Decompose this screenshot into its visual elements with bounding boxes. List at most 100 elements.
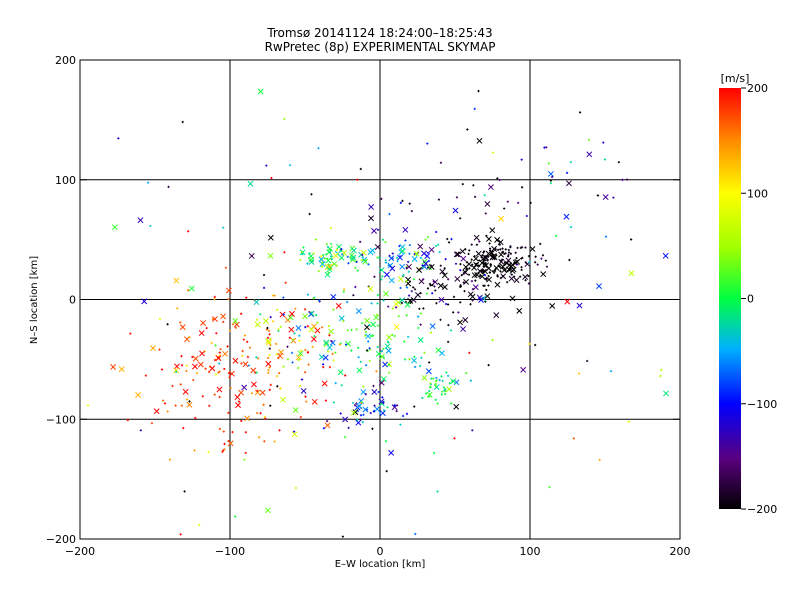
data-point xyxy=(329,242,333,245)
data-point xyxy=(213,358,217,362)
data-point-x xyxy=(514,258,521,265)
data-point xyxy=(267,369,270,372)
data-point xyxy=(510,273,513,276)
data-point-x xyxy=(378,379,385,386)
data-point-x xyxy=(324,271,331,278)
data-point xyxy=(469,379,472,382)
data-point xyxy=(482,269,485,272)
data-point xyxy=(315,314,318,317)
data-point xyxy=(325,253,328,256)
data-point xyxy=(117,137,120,140)
data-point xyxy=(185,364,188,367)
data-point xyxy=(428,390,431,393)
data-point-x xyxy=(323,339,330,346)
data-point xyxy=(357,346,360,350)
data-point xyxy=(308,252,311,255)
data-point xyxy=(360,401,363,404)
data-point xyxy=(432,451,436,455)
data-point xyxy=(487,284,490,287)
data-point xyxy=(286,345,289,348)
data-point xyxy=(276,385,279,388)
data-point xyxy=(568,258,571,262)
data-point-x xyxy=(330,293,337,300)
data-point xyxy=(218,370,221,373)
data-point-x xyxy=(111,224,118,231)
data-point xyxy=(482,250,486,253)
data-point xyxy=(86,404,90,407)
data-point-x xyxy=(216,386,223,393)
data-point xyxy=(300,378,304,381)
data-point-x xyxy=(198,330,205,337)
data-point xyxy=(419,364,422,368)
data-point-x xyxy=(462,264,469,271)
data-point xyxy=(228,329,231,332)
data-point xyxy=(555,234,558,237)
data-point xyxy=(302,246,305,249)
data-point-x xyxy=(476,137,483,144)
data-point xyxy=(318,299,321,302)
data-point xyxy=(496,274,499,277)
data-point xyxy=(350,349,353,352)
data-point xyxy=(168,458,172,461)
data-point xyxy=(342,290,345,293)
data-point-x xyxy=(328,328,335,335)
data-point xyxy=(359,414,363,417)
data-point xyxy=(547,162,550,165)
data-point-x xyxy=(473,234,480,241)
data-point-x xyxy=(378,267,385,274)
data-point xyxy=(241,349,244,353)
data-point xyxy=(256,389,259,392)
data-point-x xyxy=(564,298,571,305)
data-point xyxy=(515,257,518,260)
data-point xyxy=(659,374,662,378)
data-point xyxy=(469,303,472,306)
data-point xyxy=(439,161,443,164)
data-point xyxy=(347,426,350,429)
data-point-x xyxy=(369,247,376,254)
data-point xyxy=(243,458,246,461)
data-point xyxy=(380,197,383,200)
data-point xyxy=(194,416,197,420)
data-point xyxy=(310,193,313,196)
data-point xyxy=(377,390,380,394)
data-point xyxy=(279,387,282,390)
data-point xyxy=(222,320,225,324)
data-point xyxy=(163,402,167,405)
data-point xyxy=(299,384,302,388)
data-point xyxy=(327,246,330,249)
data-point-x xyxy=(399,248,406,255)
data-point xyxy=(452,295,456,299)
data-point-x xyxy=(367,286,374,293)
data-point-x xyxy=(463,278,470,285)
data-point xyxy=(381,396,384,399)
data-point-x xyxy=(233,321,240,328)
data-point xyxy=(322,427,326,430)
data-point-x xyxy=(355,419,362,426)
data-point xyxy=(550,175,554,179)
data-point xyxy=(480,270,483,273)
data-point xyxy=(450,238,453,241)
data-point xyxy=(491,339,494,342)
data-point xyxy=(267,371,270,375)
data-point xyxy=(188,400,191,403)
data-point xyxy=(488,242,491,245)
data-point-x xyxy=(462,317,469,323)
data-point-x xyxy=(220,313,227,320)
data-point xyxy=(303,308,307,311)
data-point xyxy=(298,334,301,337)
data-point-x xyxy=(342,416,349,423)
data-point xyxy=(340,384,343,387)
data-point-x xyxy=(356,403,363,410)
data-point xyxy=(381,275,384,278)
data-point xyxy=(536,263,539,266)
data-point-x xyxy=(485,265,492,272)
data-point xyxy=(433,285,436,288)
data-point xyxy=(602,141,605,144)
data-point xyxy=(256,357,260,360)
data-point xyxy=(244,451,247,455)
data-point xyxy=(504,248,507,251)
data-point xyxy=(359,240,362,243)
data-point xyxy=(452,311,455,314)
data-point xyxy=(213,298,216,301)
data-point xyxy=(276,308,279,312)
